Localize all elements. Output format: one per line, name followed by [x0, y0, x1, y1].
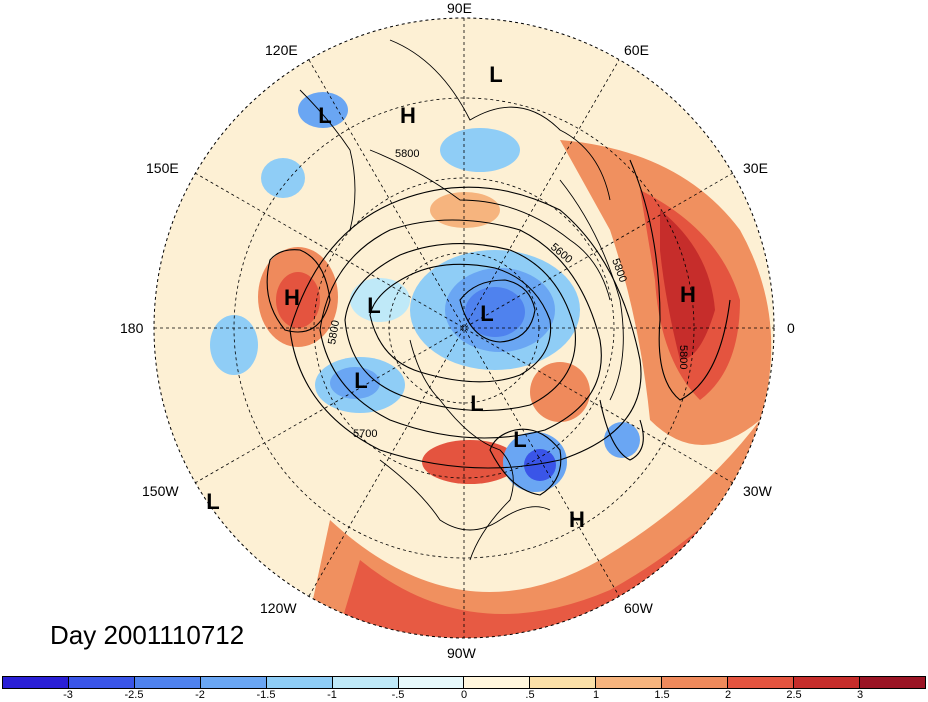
cold-anomaly-arctic-core	[465, 287, 525, 337]
contour-label: 5700	[353, 428, 377, 440]
low-pressure-marker: L	[206, 489, 220, 514]
lon-label-60e: 60E	[624, 42, 649, 58]
warm-anomaly-labrador	[530, 362, 590, 422]
cold-anomaly-alaska-core	[330, 367, 380, 399]
colorbar-swatch	[398, 677, 465, 688]
high-pressure-marker: H	[680, 282, 696, 307]
warm-anomaly-europe-max	[660, 210, 715, 360]
low-pressure-marker: L	[354, 368, 368, 393]
low-pressure-marker: L	[480, 301, 494, 326]
colorbar-tick-label: 3	[856, 689, 864, 701]
height-contours	[266, 159, 731, 496]
lon-label-90w: 90W	[447, 645, 476, 661]
graticule	[154, 18, 774, 638]
warm-anomaly-dateline-core	[276, 272, 320, 328]
colorbar-swatch	[266, 677, 333, 688]
colorbar-tick-label: 2.5	[786, 689, 802, 701]
colorbar-swatch	[662, 677, 729, 688]
colorbar-swatch	[596, 677, 663, 688]
lon-label-150w: 150W	[142, 483, 179, 499]
high-pressure-marker: H	[284, 285, 300, 310]
lon-label-120e: 120E	[265, 42, 298, 58]
lon-label-90e: 90E	[447, 0, 472, 16]
cold-anomaly-siberia	[440, 128, 520, 172]
warm-anomaly-great-lakes	[422, 440, 518, 484]
colorbar-swatch	[3, 677, 69, 688]
map-boundary	[153, 17, 775, 639]
lon-label-120w: 120W	[260, 600, 297, 616]
lon-label-180: 180	[120, 320, 144, 336]
colorbar-tick-label: -1	[327, 689, 337, 701]
colorbar-swatch	[68, 677, 135, 688]
lon-label-0: 0	[787, 320, 795, 336]
cold-anomaly-pacific	[210, 315, 258, 375]
colorbar-swatch	[728, 677, 795, 688]
colorbar-tick-label: -2	[195, 689, 205, 701]
low-pressure-marker: L	[470, 391, 484, 416]
lon-label-30w: 30W	[743, 483, 772, 499]
colorbar-tick-label: .5	[525, 689, 535, 701]
colorbar-tick-label: 1.5	[654, 689, 670, 701]
cold-anomaly-atlantic	[604, 422, 640, 458]
low-pressure-marker: L	[513, 427, 527, 452]
colorbar-tick-label: -.5	[391, 689, 405, 701]
low-pressure-marker: L	[367, 293, 381, 318]
cold-anomaly-pacific-west	[261, 158, 305, 198]
colorbar-swatch	[134, 677, 201, 688]
colorbar-swatch	[464, 677, 531, 688]
high-pressure-marker: H	[569, 507, 585, 532]
low-pressure-marker: L	[489, 62, 503, 87]
colorbar-swatch	[530, 677, 597, 688]
colorbar-tick-label: 2	[724, 689, 732, 701]
colorbar-tick-label: -2.5	[124, 689, 144, 701]
lon-label-60w: 60W	[624, 600, 653, 616]
date-title: Day 2001110712	[50, 620, 245, 650]
contour-label: 5800	[326, 319, 342, 345]
contour-label: 5800	[677, 345, 689, 369]
colorbar-tick-label: 1	[592, 689, 600, 701]
cold-anomaly-newfoundland-core	[524, 449, 556, 481]
contour-label: 5800	[395, 148, 419, 160]
high-pressure-marker: H	[400, 103, 416, 128]
colorbar-swatch	[332, 677, 399, 688]
colorbar-tick-label: -3	[63, 689, 73, 701]
colorbar-tick-label: 0	[460, 689, 468, 701]
colorbar-tick-label: -1.5	[256, 689, 276, 701]
colorbar	[2, 676, 926, 689]
cold-anomaly-eurasia	[350, 278, 410, 322]
lon-label-150e: 150E	[146, 160, 179, 176]
lon-label-30e: 30E	[743, 160, 768, 176]
colorbar-swatch	[859, 677, 925, 688]
colorbar-swatch	[794, 677, 860, 688]
low-pressure-marker: L	[318, 103, 332, 128]
coastlines	[299, 39, 624, 561]
colorbar-swatch	[200, 677, 267, 688]
polar-stereographic-map: 5800 5800 5600 5800 5800 5700	[153, 17, 775, 639]
